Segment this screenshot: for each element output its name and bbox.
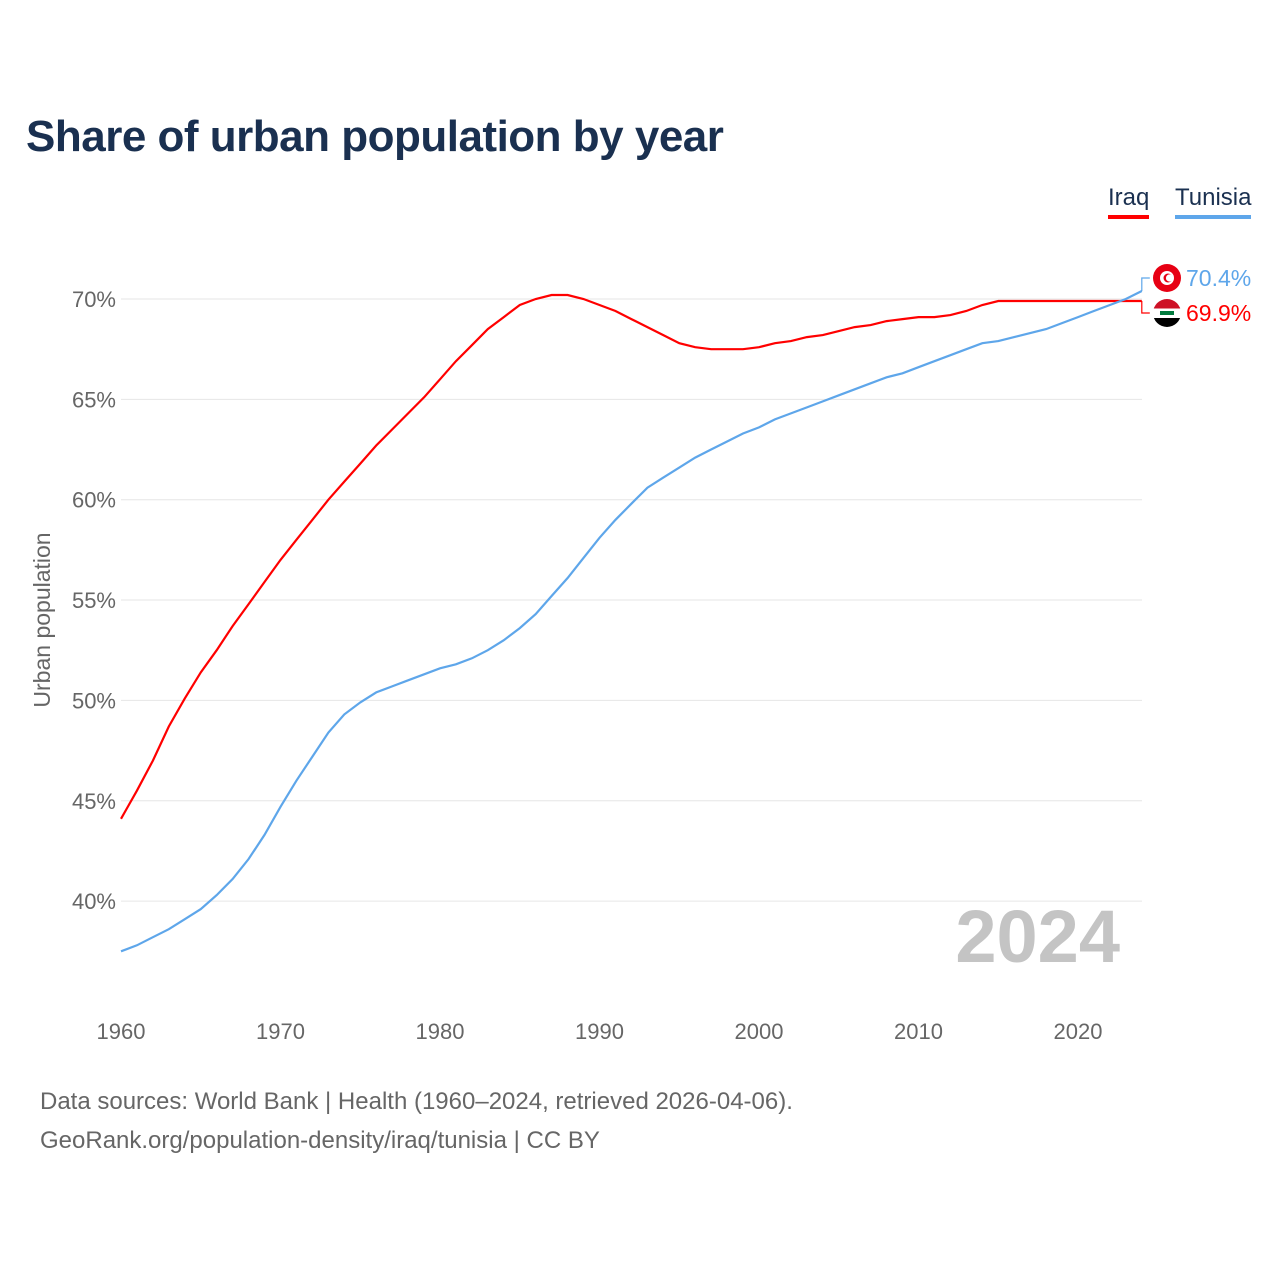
x-tick-label: 1960 [97, 1019, 146, 1044]
y-tick-label: 70% [72, 287, 116, 312]
x-tick-label: 2010 [894, 1019, 943, 1044]
series-line-iraq[interactable] [120, 293, 1142, 820]
x-tick-label: 1980 [416, 1019, 465, 1044]
footer-sources: Data sources: World Bank | Health (1960–… [40, 1088, 793, 1115]
x-tick-label: 1990 [575, 1019, 624, 1044]
x-tick-label: 2020 [1054, 1019, 1103, 1044]
chart-title: Share of urban population by year [26, 112, 724, 161]
y-tick-label: 55% [72, 588, 116, 613]
y-axis-label: Urban population [29, 532, 55, 707]
year-watermark: 2024 [955, 895, 1120, 978]
tunisia-flag-icon [1153, 264, 1181, 292]
footer-link[interactable]: GeoRank.org/population-density/iraq/tuni… [40, 1127, 600, 1154]
x-tick-label: 1970 [256, 1019, 305, 1044]
y-tick-label: 65% [72, 387, 116, 412]
x-tick-label: 2000 [735, 1019, 784, 1044]
legend-item-tunisia[interactable]: Tunisia [1175, 184, 1252, 219]
iraq-flag-icon [1153, 299, 1181, 327]
end-label-connector [1141, 301, 1150, 314]
series-line-tunisia[interactable] [120, 290, 1143, 953]
y-tick-label: 50% [72, 688, 116, 713]
legend-item-iraq[interactable]: Iraq [1108, 184, 1150, 219]
end-label-connector [1141, 277, 1150, 291]
y-tick-label: 60% [72, 488, 116, 513]
end-value-label-tunisia: 70.4% [1186, 265, 1251, 291]
end-value-label-iraq: 69.9% [1186, 300, 1251, 326]
y-tick-label: 40% [72, 889, 116, 914]
y-tick-label: 45% [72, 789, 116, 814]
